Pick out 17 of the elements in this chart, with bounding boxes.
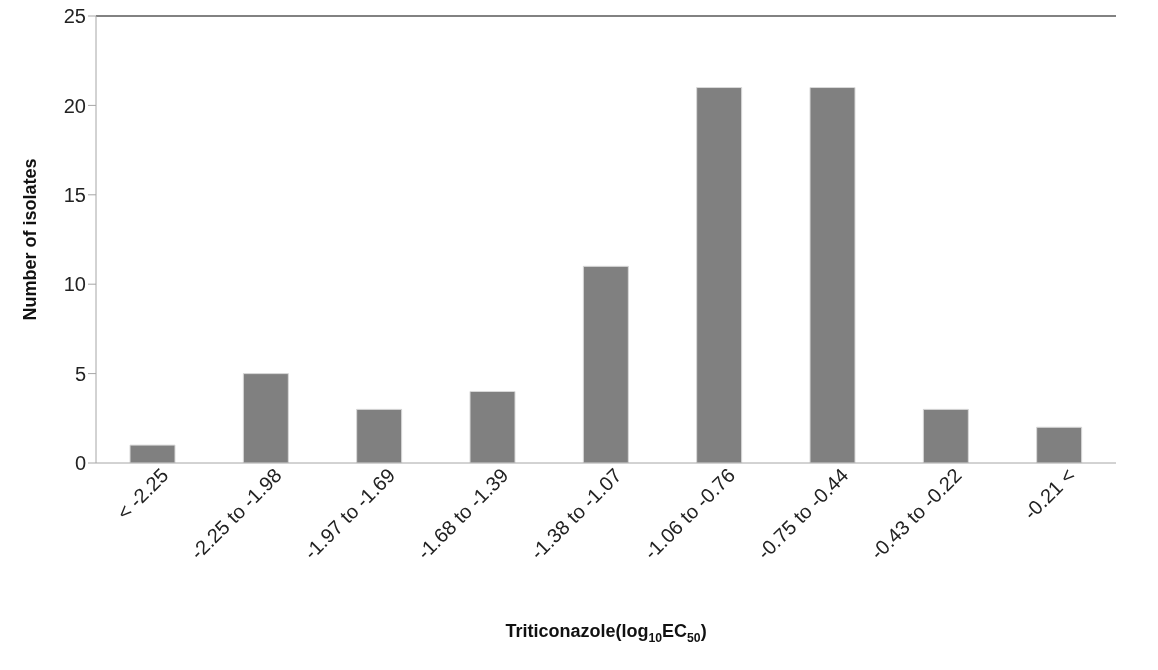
y-axis-title: Number of isolates — [20, 158, 40, 321]
y-tick-label: 25 — [63, 5, 86, 28]
bar — [242, 373, 289, 463]
bar — [809, 87, 856, 463]
bar — [469, 390, 516, 463]
bar — [129, 444, 176, 463]
bar — [356, 408, 403, 463]
y-tick-label: 15 — [63, 183, 86, 206]
y-tick-label: 10 — [63, 273, 86, 296]
bar — [1036, 426, 1083, 463]
x-axis-title: Triticonazole(log$_{10}$EC$_{50}$) — [505, 621, 707, 646]
y-tick-label: 0 — [74, 452, 86, 475]
bar — [582, 265, 629, 463]
y-tick-label: 5 — [74, 362, 86, 385]
y-tick-label: 20 — [63, 94, 86, 117]
bar — [696, 87, 743, 463]
bar — [922, 408, 969, 463]
